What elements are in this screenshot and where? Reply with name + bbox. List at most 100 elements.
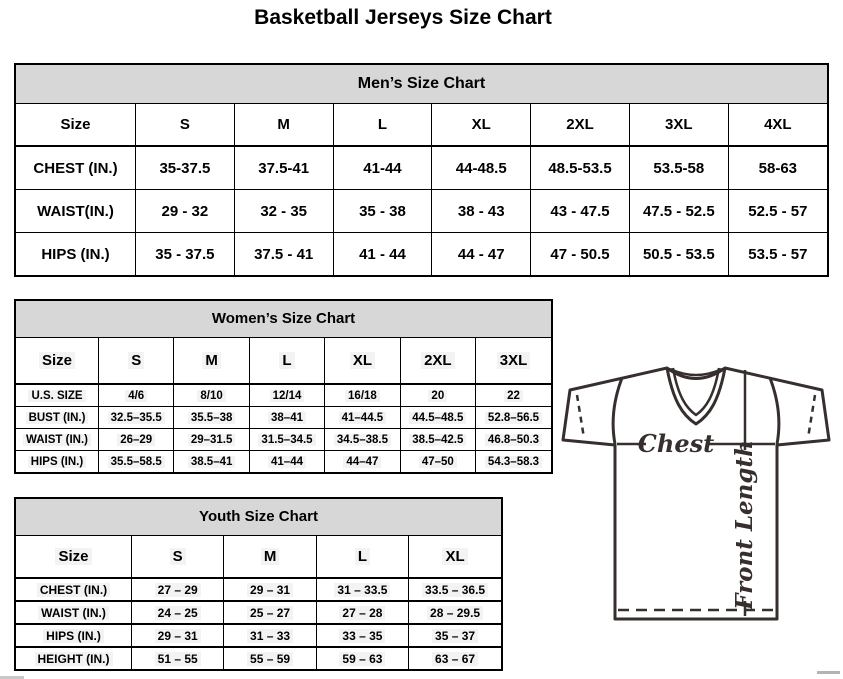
size-cell-text: 27 – 29 xyxy=(154,582,201,597)
column-header: 2XL xyxy=(530,104,630,147)
size-cell: 25 – 27 xyxy=(223,600,317,625)
womens-size-grid: Size S M L XL 2XL 3XL U.S. SIZE 4/6 8/10 12/14 16/1… xyxy=(16,338,551,472)
size-cell: 32 - 35 xyxy=(233,189,334,233)
size-cell-text: 35 - 38 xyxy=(359,202,406,220)
size-header-text: Size xyxy=(55,548,92,565)
size-header-row: Size S M L XL 2XL 3XL 4XL xyxy=(16,104,827,147)
size-cell: 58-63 xyxy=(727,145,827,190)
column-header-text: M xyxy=(260,548,280,565)
column-header-text: S xyxy=(169,548,186,565)
column-header: 4XL xyxy=(727,104,827,147)
size-cell: 27 – 29 xyxy=(130,577,225,602)
table-row: CHEST (IN.) 35-37.5 37.5-41 41-44 44-48.5 48.… xyxy=(16,145,827,190)
row-label: HIPS (IN.) xyxy=(16,232,136,275)
column-header-text: 2XL xyxy=(566,116,594,133)
youth-size-grid: Size S M L XL CHEST (IN.) 27 – 29 29 – 31 31 – 3… xyxy=(16,536,501,669)
row-label: CHEST (IN.) xyxy=(16,577,132,602)
size-cell-text: 32 - 35 xyxy=(260,202,308,220)
size-cell: 29 – 31 xyxy=(130,623,225,648)
size-cell: 33 – 35 xyxy=(315,623,410,648)
size-cell: 43 - 47.5 xyxy=(530,189,630,233)
size-cell: 31 – 33 xyxy=(223,623,317,648)
column-header-text: XL xyxy=(442,548,468,565)
size-cell-text: 41 - 44 xyxy=(359,245,406,263)
size-cell-text: 47.5 - 52.5 xyxy=(642,202,715,220)
size-cell-text: 41–44.5 xyxy=(338,411,387,424)
size-cell-text: 35-37.5 xyxy=(159,159,211,177)
column-header: M xyxy=(173,338,250,385)
size-cell-text: 33 – 35 xyxy=(339,628,386,643)
size-cell-text: 63 – 67 xyxy=(432,651,479,666)
size-cell: 32.5–35.5 xyxy=(97,406,175,429)
size-cell: 4/6 xyxy=(97,383,175,407)
size-cell: 50.5 - 53.5 xyxy=(628,232,729,275)
row-label: U.S. SIZE xyxy=(16,383,99,407)
table-title: Women’s Size Chart xyxy=(16,301,551,338)
size-cell: 41–44 xyxy=(248,450,326,472)
row-label-text: WAIST (IN.) xyxy=(23,433,91,446)
row-label: BUST (IN.) xyxy=(16,406,99,429)
column-header: XL xyxy=(408,536,501,579)
size-header: Size xyxy=(16,536,132,579)
size-cell: 48.5-53.5 xyxy=(530,145,630,190)
youth-size-table: Youth Size Chart Size S M L XL CHEST (IN.) 27 … xyxy=(14,497,503,671)
size-header: Size xyxy=(16,338,99,385)
size-cell-text: 29 – 31 xyxy=(247,582,294,597)
column-header: XL xyxy=(324,338,401,385)
size-cell-text: 35 – 37 xyxy=(432,628,479,643)
row-label: CHEST (IN.) xyxy=(16,145,136,190)
size-cell: 8/10 xyxy=(173,383,250,407)
row-label-text: BUST (IN.) xyxy=(25,411,89,424)
size-cell-text: 37.5 - 41 xyxy=(254,245,314,263)
size-cell-text: 31 – 33 xyxy=(247,628,294,643)
size-cell-text: 29–31.5 xyxy=(187,433,236,446)
size-cell-text: 38.5–41 xyxy=(187,455,236,468)
size-cell-text: 51 – 55 xyxy=(154,651,201,666)
size-cell-text: 22 xyxy=(504,389,523,402)
column-header: S xyxy=(97,338,175,385)
size-header-row: Size S M L XL xyxy=(16,536,501,579)
size-cell-text: 4/6 xyxy=(125,389,148,402)
size-cell: 52.5 - 57 xyxy=(727,189,827,233)
size-cell: 35 - 37.5 xyxy=(135,232,235,275)
size-cell-text: 32.5–35.5 xyxy=(107,411,165,424)
size-cell: 44 - 47 xyxy=(431,232,532,275)
column-header-text: L xyxy=(279,352,295,369)
size-cell: 51 – 55 xyxy=(130,646,225,669)
size-cell: 53.5-58 xyxy=(628,145,729,190)
size-cell: 38.5–41 xyxy=(173,450,250,472)
size-cell-text: 8/10 xyxy=(197,389,226,402)
size-cell: 24 – 25 xyxy=(130,600,225,625)
size-cell-text: 47 - 50.5 xyxy=(550,245,610,263)
size-header-text: Size xyxy=(38,352,75,369)
column-header-text: L xyxy=(377,116,388,133)
column-header: 2XL xyxy=(399,338,477,385)
size-cell: 44–47 xyxy=(324,450,401,472)
column-header-text: 2XL xyxy=(421,352,455,369)
size-cell-text: 50.5 - 53.5 xyxy=(642,245,715,263)
column-header-text: 4XL xyxy=(764,116,792,133)
column-header: M xyxy=(233,104,334,147)
page-title: Basketball Jerseys Size Chart xyxy=(254,6,552,29)
size-cell: 47–50 xyxy=(399,450,477,472)
size-cell-text: 53.5 - 57 xyxy=(748,245,808,263)
size-cell-text: 25 – 27 xyxy=(247,605,294,620)
column-header: L xyxy=(315,536,410,579)
size-cell: 46.8–50.3 xyxy=(475,428,551,451)
size-cell: 44.5–48.5 xyxy=(399,406,477,429)
table-row: HIPS (IN.) 29 – 31 31 – 33 33 – 35 35 – 37 xyxy=(16,623,501,648)
column-header: S xyxy=(130,536,225,579)
mens-size-grid: Size S M L XL 2XL 3XL 4XL CHEST (IN.) 35-37.5 37.5… xyxy=(16,104,827,275)
size-cell-text: 20 xyxy=(428,389,448,402)
size-cell: 27 – 28 xyxy=(315,600,410,625)
cuff-dash-left xyxy=(575,394,586,439)
size-cell: 54.3–58.3 xyxy=(475,450,551,472)
size-cell-text: 16/18 xyxy=(345,389,380,402)
size-cell: 59 – 63 xyxy=(315,646,410,669)
column-header: M xyxy=(223,536,317,579)
row-label: WAIST(IN.) xyxy=(16,189,136,233)
collar-v-outer xyxy=(665,367,727,426)
table-row: WAIST (IN.) 26–29 29–31.5 31.5–34.5 34.5–38.… xyxy=(16,428,551,451)
column-header: XL xyxy=(431,104,532,147)
size-cell-text: 38 - 43 xyxy=(457,202,505,220)
